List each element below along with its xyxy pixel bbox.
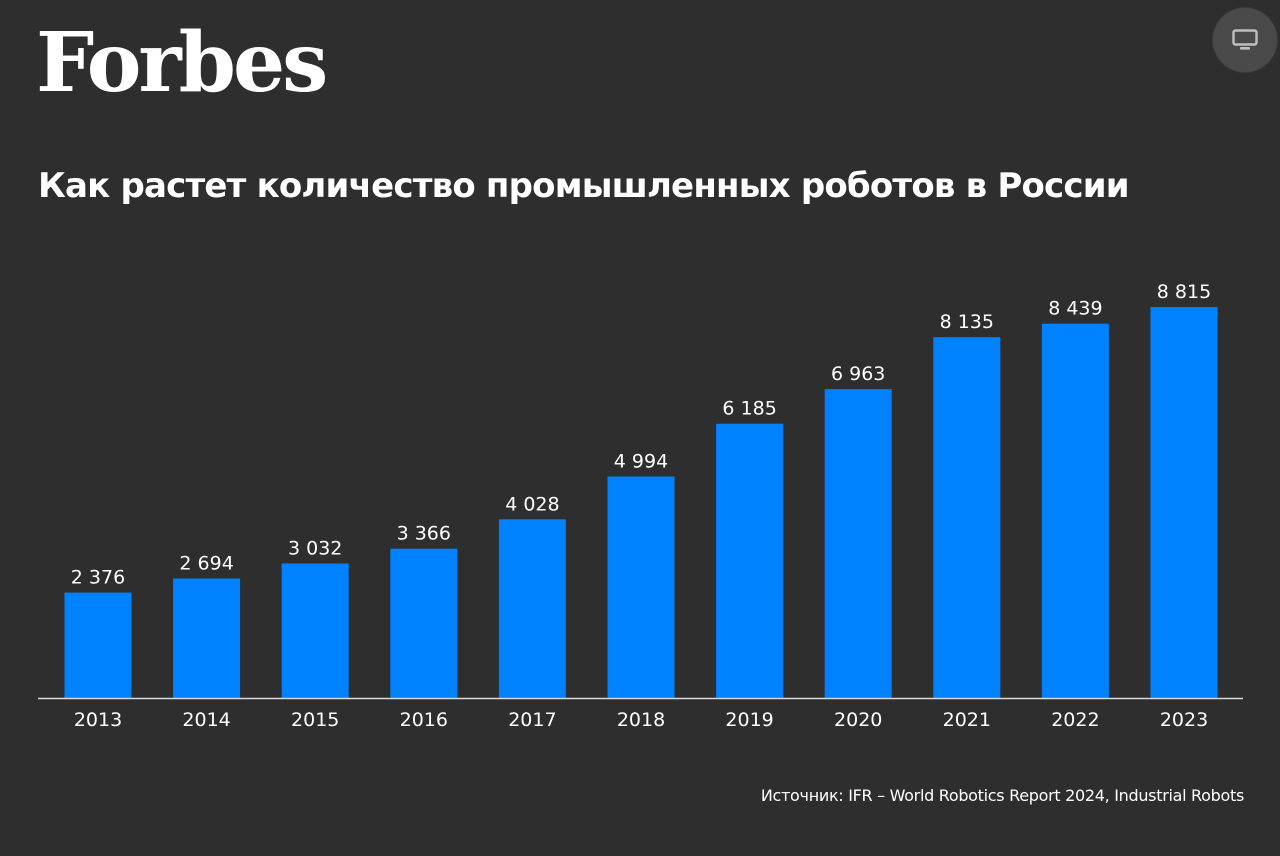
value-label-2016: 3 366 [397,523,451,545]
bar-2021 [933,337,1001,698]
bar-2014 [173,578,241,698]
value-label-2019: 6 185 [722,398,776,420]
forbes-logo: Forbes [36,15,328,111]
x-tick-2016: 2016 [400,709,448,731]
source-note: Источник: IFR – World Robotics Report 20… [760,786,1244,805]
bar-2023 [1150,307,1218,698]
tick-labels-group: 2013 2014 2015 2016 2017 2018 2019 2020 2021 2022… [74,709,1208,731]
value-label-2018: 4 994 [614,451,668,473]
x-tick-2015: 2015 [291,709,339,731]
bar-2015 [281,563,349,698]
bar-2022 [1041,323,1109,698]
x-tick-2019: 2019 [725,709,773,731]
value-label-2021: 8 135 [940,311,994,333]
value-label-2023: 8 815 [1157,281,1211,303]
x-tick-2022: 2022 [1051,709,1099,731]
x-tick-2021: 2021 [943,709,991,731]
x-tick-2023: 2023 [1160,709,1208,731]
bar-2016 [390,548,458,698]
value-label-2014: 2 694 [179,553,233,575]
screen-mode-button[interactable] [1213,8,1277,72]
value-label-2022: 8 439 [1048,298,1102,320]
x-tick-2014: 2014 [182,709,230,731]
value-labels-group: 2 376 2 694 3 032 3 366 4 028 4 994 6 185 6 963… [71,281,1211,589]
x-tick-2013: 2013 [74,709,122,731]
x-tick-2017: 2017 [508,709,556,731]
bar-2020 [824,389,892,698]
value-label-2017: 4 028 [505,493,559,515]
bar-2019 [716,423,784,698]
bar-2013 [64,592,132,698]
bar-2017 [498,519,566,698]
value-label-2013: 2 376 [71,567,125,589]
x-tick-2018: 2018 [617,709,665,731]
value-label-2020: 6 963 [831,363,885,385]
monitor-icon [1232,29,1258,50]
bar-2018 [607,476,675,698]
bar-chart: 2 376 2 694 3 032 3 366 4 028 4 994 6 185 6 963… [38,281,1243,731]
x-tick-2020: 2020 [834,709,882,731]
value-label-2015: 3 032 [288,538,342,560]
chart-title: Как растет количество промышленных робот… [38,166,1130,206]
bars-group [64,307,1218,698]
